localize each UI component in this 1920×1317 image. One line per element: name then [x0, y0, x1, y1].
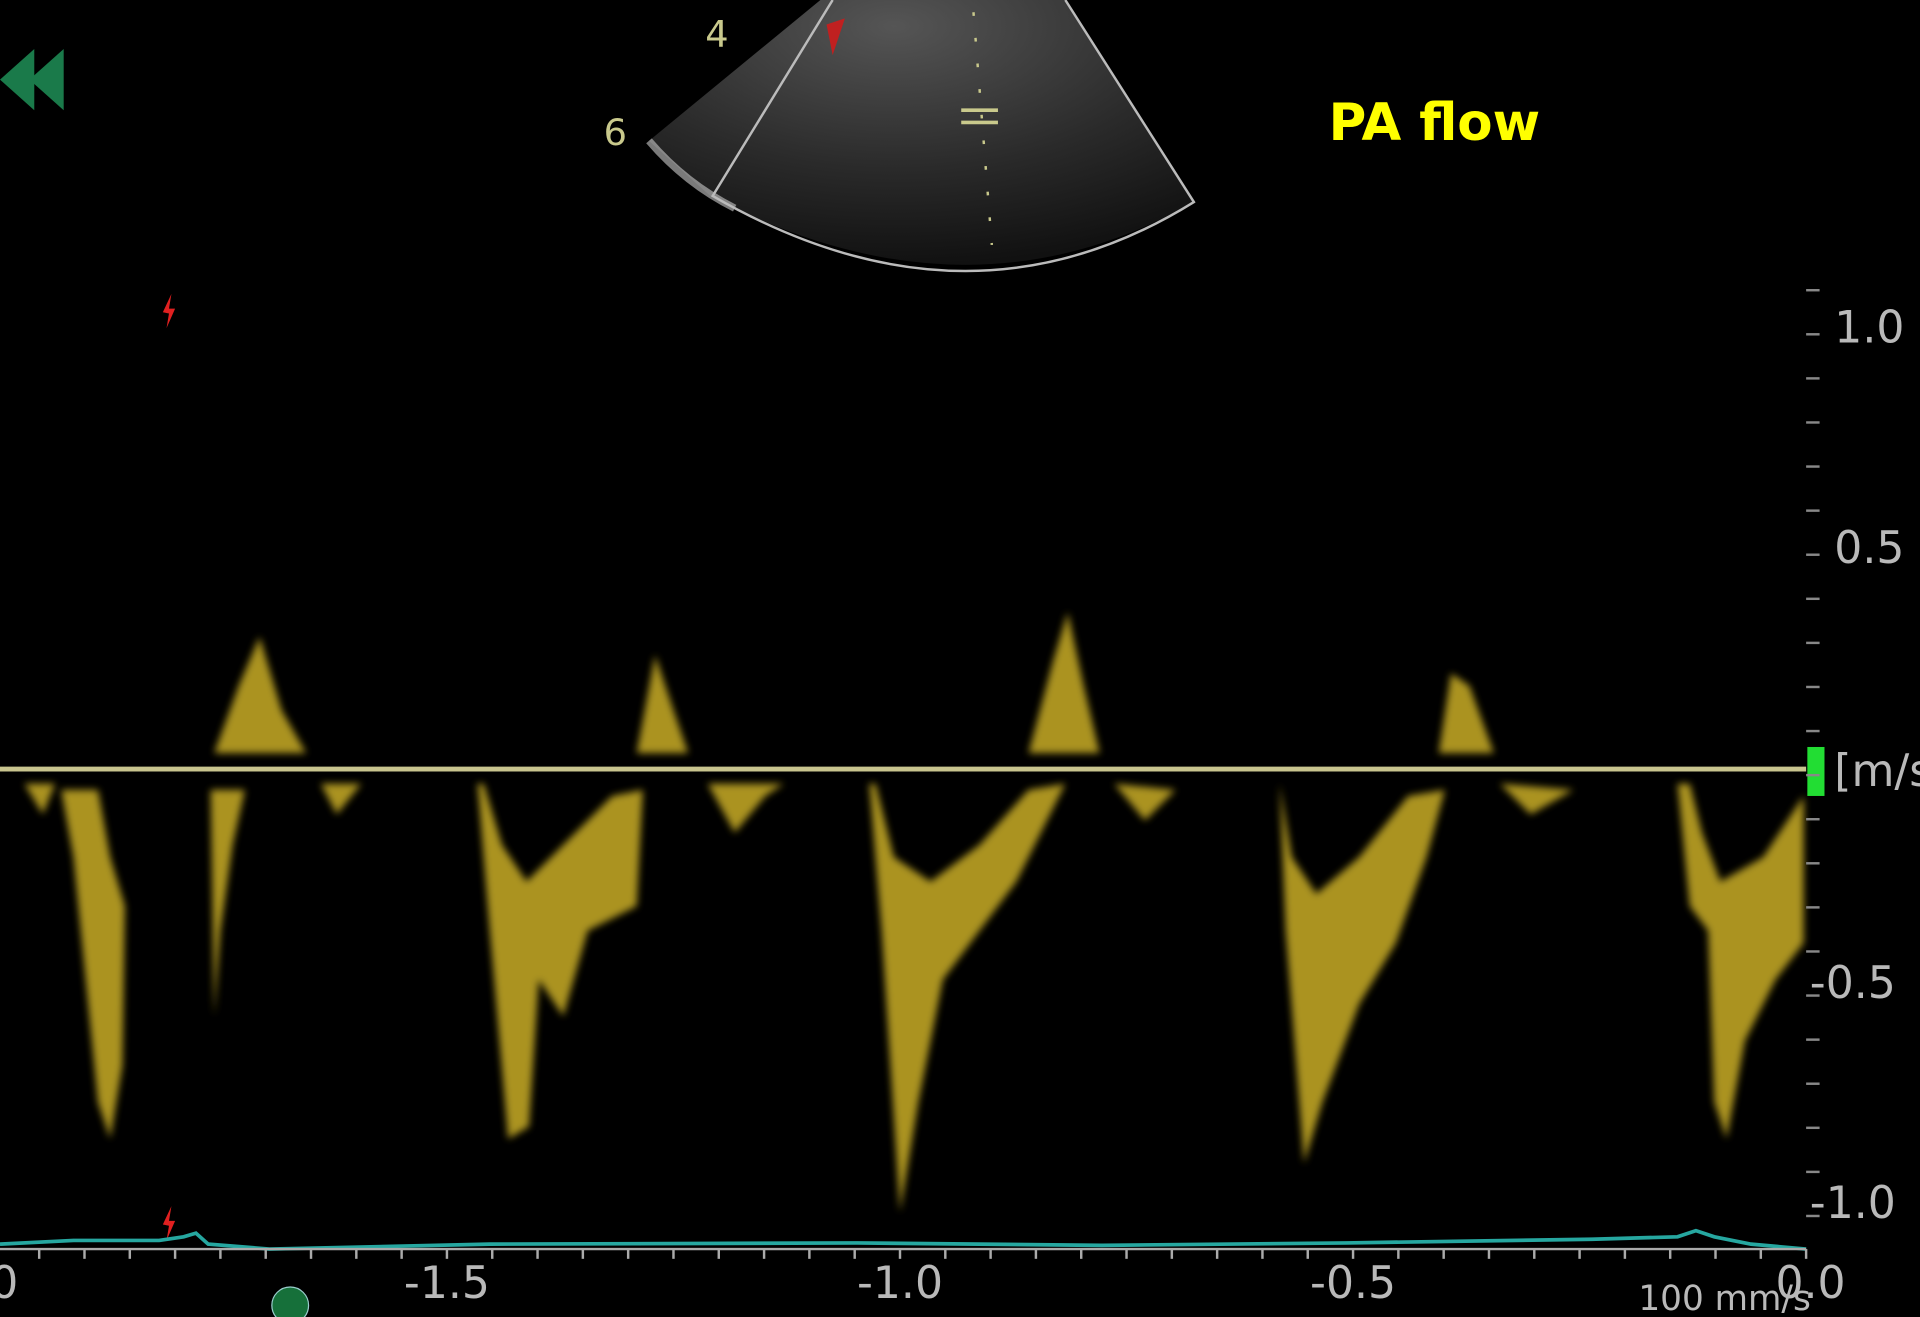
time-label: 0 [0, 1258, 18, 1309]
velocity-label: 1.0 [1834, 303, 1904, 354]
time-label: -0.5 [1310, 1258, 1396, 1309]
time-marker[interactable] [272, 1287, 309, 1317]
depth-label: 4 [705, 13, 728, 56]
page: 4 6 PA flow 1.0 0.5 [m/s -0.5 -1.0 0 -1.… [0, 0, 1920, 1317]
velocity-unit: [m/s [1834, 746, 1920, 797]
velocity-label: -0.5 [1810, 958, 1896, 1009]
time-label: -1.0 [857, 1258, 943, 1309]
sweep-speed: 100 mm/s [1638, 1279, 1810, 1317]
depth-label: 6 [604, 111, 627, 154]
velocity-label: 0.5 [1834, 523, 1904, 574]
time-label: -1.5 [404, 1258, 490, 1309]
velocity-label: -1.0 [1810, 1178, 1896, 1229]
title: PA flow [1329, 93, 1541, 153]
doppler-screen: 4 6 PA flow 1.0 0.5 [m/s -0.5 -1.0 0 -1.… [0, 0, 1920, 1317]
baseline-marker[interactable] [1807, 747, 1824, 796]
